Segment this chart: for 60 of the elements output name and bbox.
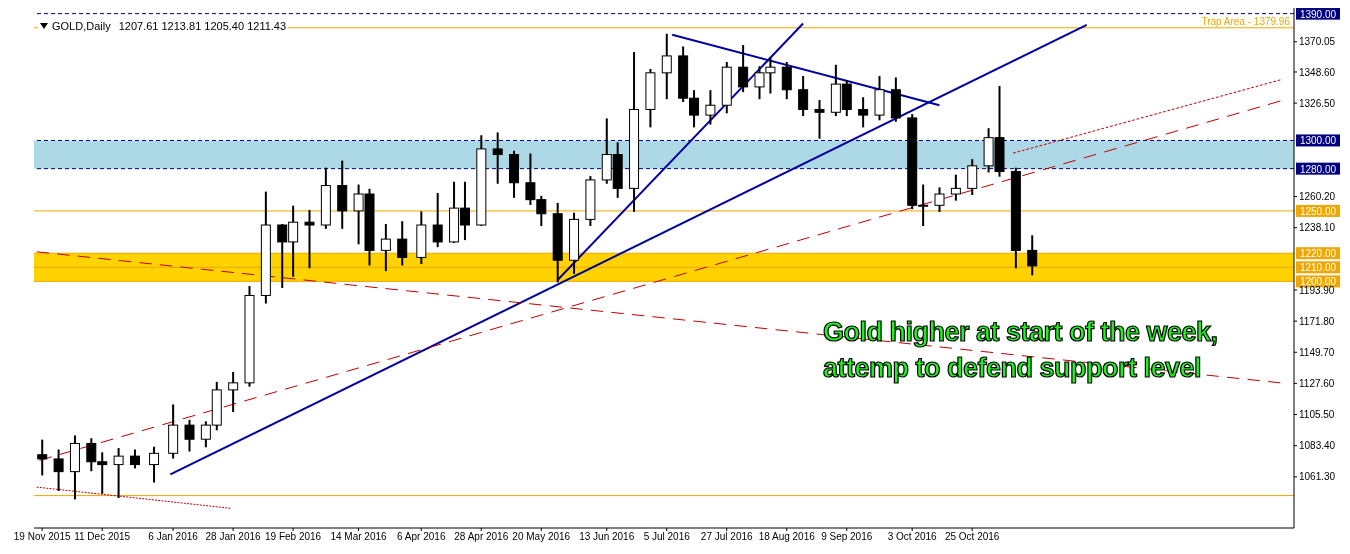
x-tick-label: 27 Jul 2016: [700, 531, 754, 543]
text: GOLD,Daily: [52, 20, 111, 32]
x-tick-label: 19 Feb 2016: [265, 531, 322, 543]
candlestick: [304, 209, 315, 269]
y-tick-label: 1149.70: [1299, 346, 1335, 358]
candlestick: [950, 174, 961, 201]
y-tick-label: 1127.60: [1299, 377, 1335, 389]
candlestick: [967, 159, 978, 196]
candlestick: [397, 221, 408, 266]
x-tick-label: 13 Jun 2016: [579, 531, 635, 543]
candlestick: [228, 371, 239, 413]
ref-line-label: 1200.00: [1299, 276, 1337, 288]
y-tick-label: 1083.40: [1299, 440, 1336, 452]
y-tick-label: 1348.60: [1299, 66, 1336, 78]
candlestick: [781, 61, 792, 100]
ref-line-label: 1250.00: [1299, 205, 1337, 217]
x-tick-label: 14 Mar 2016: [330, 531, 388, 543]
candlestick: [380, 224, 391, 272]
candlestick: [492, 132, 503, 184]
y-tick-label: 1061.30: [1299, 471, 1336, 483]
ref-line-label: 1390.00: [1299, 8, 1337, 20]
y-tick-label: 1260.20: [1299, 191, 1336, 203]
candlestick: [858, 97, 869, 128]
y-tick-label: 1171.80: [1299, 315, 1335, 327]
candlestick: [934, 187, 945, 212]
x-tick-label: 6 Jan 2016: [148, 531, 199, 543]
x-tick-label: 3 Oct 2016: [887, 531, 938, 543]
ref-line-label: 1220.00: [1299, 248, 1337, 260]
x-tick-label: 6 Apr 2016: [397, 531, 446, 543]
x-tick-label: 5 Jul 2016: [643, 531, 691, 543]
candlestick: [738, 45, 749, 93]
y-tick-label: 1326.50: [1299, 97, 1336, 109]
text: 1207.61 1213.81 1205.40 1211.43: [118, 20, 287, 32]
ref-line-label: Trap Area - 1379.96: [1201, 15, 1291, 27]
y-tick-label: 1238.10: [1299, 222, 1336, 234]
candlestick: [705, 90, 716, 125]
candlestick: [53, 449, 64, 491]
ref-line-label: 1300.00: [1299, 135, 1337, 147]
x-tick-label: 25 Oct 2016: [944, 531, 1000, 543]
x-tick-label: 28 Apr 2016: [454, 531, 509, 543]
candlestick: [184, 419, 195, 452]
candlestick: [37, 439, 48, 476]
annotation: Gold higher at start of the week,: [823, 316, 1218, 349]
x-tick-label: 19 Nov 2015: [13, 531, 71, 543]
candlestick: [149, 446, 160, 483]
candlestick: [113, 448, 124, 498]
candlestick: [798, 76, 809, 117]
x-tick-label: 28 Jan 2016: [205, 531, 262, 543]
y-tick-label: 1370.05: [1299, 36, 1336, 48]
ref-line-label: 1280.00: [1299, 163, 1337, 175]
candlestick: [814, 100, 825, 139]
ref-line-label: 1210.00: [1299, 262, 1337, 274]
candlestick: [1027, 235, 1038, 276]
x-tick-label: 9 Sep 2016: [821, 531, 873, 543]
candlestick: [432, 193, 443, 248]
y-tick-label: 1105.50: [1299, 409, 1335, 421]
x-tick-label: 18 Aug 2016: [758, 531, 816, 543]
candlestick: [661, 33, 672, 100]
x-tick-label: 20 May 2016: [512, 531, 571, 543]
x-tick-label: 11 Dec 2015: [74, 531, 131, 543]
